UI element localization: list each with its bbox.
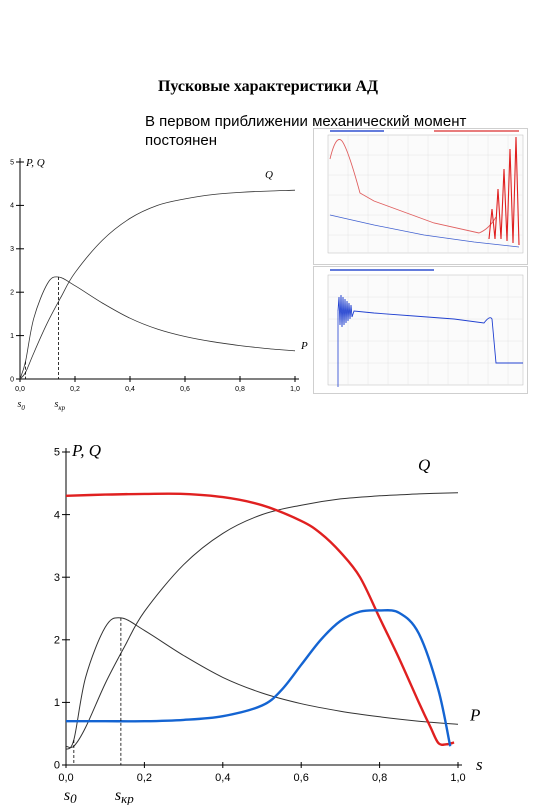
series-line-0 xyxy=(65,492,459,749)
marker-label: sкр xyxy=(55,399,66,412)
y-tick-label: 5 xyxy=(10,159,14,166)
series-name-label: P xyxy=(469,705,480,724)
x-tick-label: 0,8 xyxy=(372,772,387,784)
page-title: Пусковые характеристики АД xyxy=(157,78,379,95)
x-axis-label: s xyxy=(476,755,483,774)
oscillogram-bottom-plot xyxy=(327,269,524,387)
note-text: В первом приближении механический момент… xyxy=(145,113,467,149)
x-tick-label: 0,6 xyxy=(180,386,190,393)
x-tick-label: 1,0 xyxy=(290,386,300,393)
y-tick-label: 1 xyxy=(54,697,60,709)
series-line-2 xyxy=(65,492,455,746)
marker-label: s0 xyxy=(64,787,77,805)
x-tick-label: 1,0 xyxy=(450,772,465,784)
x-tick-label: 0,6 xyxy=(294,772,309,784)
series-line-1 xyxy=(65,617,459,750)
x-tick-label: 0,8 xyxy=(235,386,245,393)
y-tick-label: 3 xyxy=(54,572,60,584)
y-tick-label: 1 xyxy=(10,333,14,340)
y-axis-label: P, Q xyxy=(25,157,45,169)
marker-label: sкр xyxy=(115,787,134,805)
y-tick-label: 4 xyxy=(10,203,14,210)
series-line-0 xyxy=(19,189,296,380)
x-tick-label: 0,4 xyxy=(125,386,135,393)
x-tick-label: 0,2 xyxy=(137,772,152,784)
y-tick-label: 2 xyxy=(10,290,14,297)
x-tick-label: 0,0 xyxy=(58,772,73,784)
y-axis-label: P, Q xyxy=(71,441,101,460)
series-line-1 xyxy=(19,276,296,380)
oscillogram-top xyxy=(313,128,528,265)
y-tick-label: 2 xyxy=(54,634,60,646)
y-tick-label: 5 xyxy=(54,447,60,459)
oscillogram-bottom xyxy=(313,266,528,394)
marker-label: s0 xyxy=(18,399,26,412)
series-name-label: Q xyxy=(265,169,273,181)
x-tick-label: 0,2 xyxy=(70,386,80,393)
y-tick-label: 0 xyxy=(54,760,60,772)
y-tick-label: 3 xyxy=(10,246,14,253)
y-tick-label: 0 xyxy=(10,376,14,383)
x-tick-label: 0,4 xyxy=(215,772,230,784)
y-tick-label: 4 xyxy=(54,509,60,521)
series-name-label: P xyxy=(300,340,308,352)
x-tick-label: 0,0 xyxy=(15,386,25,393)
series-name-label: Q xyxy=(418,456,430,475)
oscillogram-top-plot xyxy=(327,130,524,254)
series-line-3 xyxy=(65,609,452,747)
